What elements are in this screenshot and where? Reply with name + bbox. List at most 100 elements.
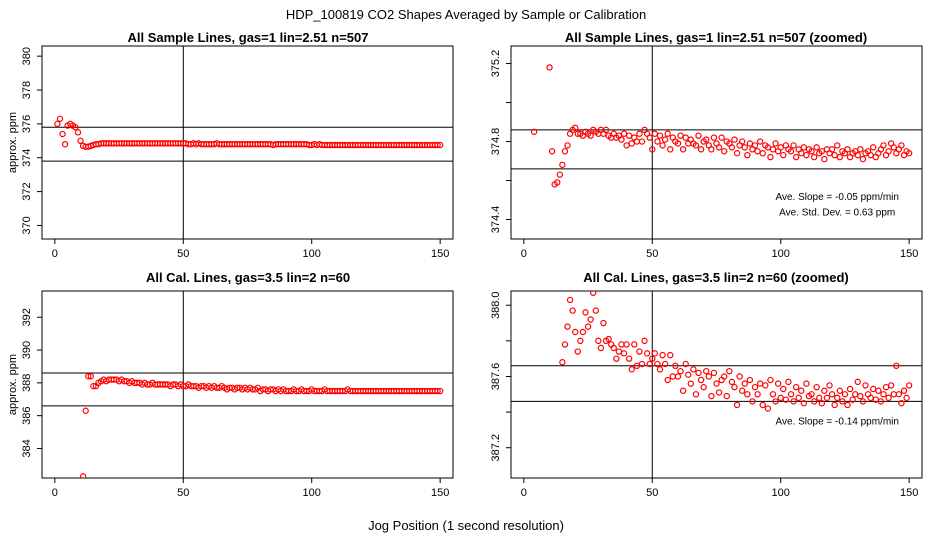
data-point <box>852 391 859 398</box>
data-point <box>849 396 856 403</box>
data-point <box>59 130 66 138</box>
data-point <box>572 328 579 336</box>
data-point <box>82 407 89 414</box>
annotation-text: Ave. Std. Dev. = 0.63 ppm <box>779 208 895 219</box>
data-point <box>903 394 910 402</box>
data-point <box>436 141 444 149</box>
data-point <box>561 341 569 348</box>
data-point <box>733 401 741 409</box>
data-point <box>623 142 630 149</box>
data-point <box>708 146 715 153</box>
data-point <box>854 151 861 159</box>
data-point <box>813 383 820 391</box>
y-tick-label: 388 <box>21 374 33 392</box>
data-point <box>659 351 666 359</box>
data-point <box>751 383 759 391</box>
data-point <box>859 155 867 163</box>
data-point <box>846 385 854 393</box>
data-point <box>798 387 805 394</box>
data-point <box>792 153 800 161</box>
data-point <box>636 348 643 355</box>
data-point <box>831 151 838 159</box>
data-point <box>823 394 831 402</box>
data-series <box>530 64 913 188</box>
data-point <box>566 296 574 304</box>
data-point <box>721 373 728 380</box>
data-series <box>559 291 913 412</box>
data-point <box>862 382 869 389</box>
data-point <box>718 134 725 141</box>
y-axis-label: approx. ppm <box>7 112 19 173</box>
plot-frame <box>510 290 923 479</box>
data-point <box>828 146 836 153</box>
data-point <box>605 335 612 343</box>
data-point <box>641 337 648 345</box>
data-point <box>569 307 576 314</box>
data-point <box>687 380 695 387</box>
data-point <box>649 355 656 362</box>
data-point <box>731 136 738 143</box>
data-point <box>656 132 664 139</box>
data-point <box>695 132 702 139</box>
x-tick-label: 100 <box>303 248 321 260</box>
data-point <box>731 383 738 391</box>
data-point <box>905 150 913 157</box>
data-point <box>821 155 828 163</box>
data-point <box>54 120 61 128</box>
data-point <box>564 142 571 149</box>
data-point <box>703 367 710 375</box>
data-point <box>530 128 538 135</box>
figure-title: HDP_100819 CO2 Shapes Averaged by Sample… <box>286 7 646 22</box>
data-point <box>867 151 874 159</box>
data-point <box>844 146 851 153</box>
data-point <box>669 373 677 380</box>
data-point <box>646 134 653 141</box>
data-point <box>77 137 84 145</box>
data-point <box>880 391 887 398</box>
data-point <box>654 360 661 368</box>
y-tick-label: 372 <box>21 182 33 200</box>
y-tick-label: 374.4 <box>490 206 502 234</box>
data-point <box>600 319 607 327</box>
y-tick-label: 374.8 <box>490 128 502 156</box>
data-point <box>677 367 684 375</box>
data-point <box>638 360 646 368</box>
data-point <box>625 355 633 362</box>
data-point <box>700 383 707 391</box>
data-point <box>756 380 764 387</box>
data-point <box>559 359 566 366</box>
data-point <box>434 141 441 149</box>
data-point <box>548 148 556 155</box>
data-point <box>800 144 808 151</box>
data-point <box>713 380 720 387</box>
data-point <box>826 382 833 389</box>
x-tick-label: 100 <box>772 248 790 260</box>
data-point <box>749 398 756 405</box>
data-point <box>633 138 641 145</box>
data-point <box>844 401 851 409</box>
data-point <box>769 146 777 153</box>
data-point <box>900 387 908 394</box>
data-point <box>877 398 885 405</box>
data-point <box>582 309 589 316</box>
data-point <box>772 140 779 147</box>
data-point <box>764 405 772 412</box>
data-point <box>787 148 795 155</box>
data-point <box>628 140 635 147</box>
data-point <box>800 400 808 407</box>
data-point <box>561 148 569 155</box>
data-point <box>782 396 790 403</box>
panel-title: All Sample Lines, gas=1 lin=2.51 n=507 <box>128 30 369 45</box>
data-point <box>885 148 892 155</box>
data-point <box>559 161 566 169</box>
y-tick-label: 376 <box>21 115 33 133</box>
data-point <box>56 115 64 122</box>
data-point <box>810 398 818 405</box>
y-axis-label: approx. ppm <box>7 354 19 415</box>
data-point <box>695 369 702 377</box>
data-point <box>631 341 638 348</box>
x-tick-label: 150 <box>900 487 918 499</box>
data-point <box>751 142 759 149</box>
data-point <box>754 391 761 398</box>
data-point <box>741 380 748 387</box>
